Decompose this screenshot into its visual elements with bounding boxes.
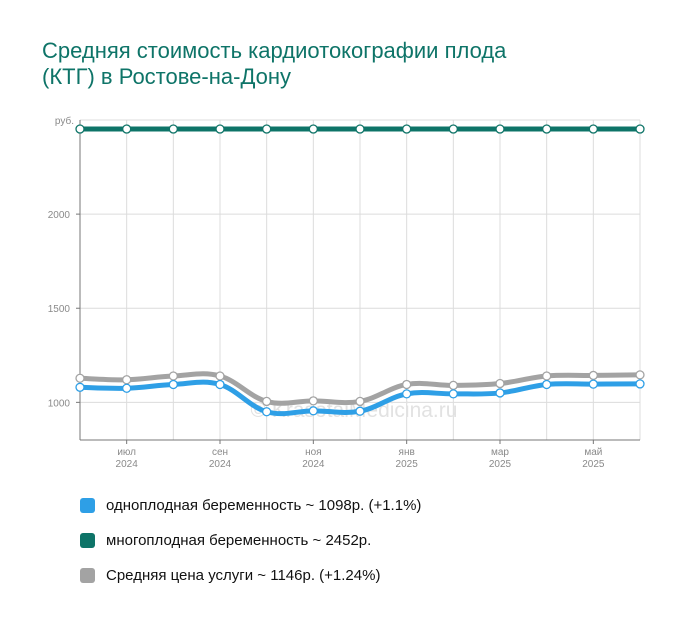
data-point (635, 370, 645, 380)
data-point (402, 379, 412, 390)
series-points (75, 124, 645, 417)
legend-item: многоплодная беременность ~ 2452р. (80, 523, 421, 558)
data-point (355, 124, 365, 134)
data-point (75, 124, 85, 134)
legend-label: многоплодная беременность ~ 2452р. (106, 532, 372, 549)
legend-item: Средняя цена услуги ~ 1146р. (+1.24%) (80, 558, 421, 593)
data-point (495, 388, 505, 398)
data-point (495, 124, 505, 134)
data-point (75, 382, 85, 392)
data-point (262, 396, 272, 407)
x-tick-label-year: 2024 (116, 459, 139, 470)
axes (76, 120, 640, 444)
data-point (635, 379, 645, 389)
y-tick-label: 1000 (48, 398, 71, 409)
x-tick-label-year: 2024 (209, 459, 232, 470)
x-tick-label-month: май (584, 447, 602, 458)
data-point (308, 124, 318, 134)
x-tick-label-month: июл (117, 447, 136, 458)
data-point (448, 380, 458, 391)
x-tick-label-year: 2025 (396, 459, 419, 470)
data-point (355, 396, 365, 407)
data-point (542, 124, 552, 134)
y-unit-label: руб. (55, 115, 74, 127)
data-point (308, 396, 318, 406)
y-tick-label: 1500 (48, 304, 71, 315)
data-point (168, 124, 178, 134)
legend-label: Средняя цена услуги ~ 1146р. (+1.24%) (106, 567, 381, 584)
legend: одноплодная беременность ~ 1098р. (+1.1%… (80, 488, 421, 593)
x-tick-label-month: ноя (305, 447, 322, 458)
data-point (495, 378, 505, 389)
chart-title-line-2: (КТГ) в Ростове-на-Дону (42, 64, 291, 89)
data-point (168, 379, 178, 390)
x-tick-label-year: 2025 (489, 459, 512, 470)
data-point (588, 124, 598, 134)
data-point (355, 406, 365, 416)
data-point (122, 124, 132, 134)
x-tick-label-year: 2025 (582, 459, 605, 470)
data-point (215, 379, 225, 390)
legend-swatch (80, 568, 95, 583)
x-tick-label-month: мар (491, 447, 509, 458)
data-point (635, 124, 645, 134)
data-point (262, 407, 272, 417)
data-point (262, 124, 272, 134)
data-point (168, 371, 178, 381)
legend-swatch (80, 498, 95, 513)
data-point (402, 389, 412, 399)
legend-swatch (80, 533, 95, 548)
data-point (122, 375, 132, 385)
x-tick-label-month: янв (399, 447, 415, 458)
chart-title-line-1: Средняя стоимость кардиотокографии плода (42, 38, 507, 63)
chart-title: Средняя стоимость кардиотокографии плода… (42, 38, 662, 90)
data-point (402, 124, 412, 134)
data-point (308, 406, 318, 416)
legend-label: одноплодная беременность ~ 1098р. (+1.1%… (106, 497, 422, 514)
data-point (75, 373, 85, 383)
data-point (542, 379, 552, 390)
grid (79, 119, 641, 440)
data-point (542, 371, 552, 381)
tick-labels: 100015002000руб.июл2024сен2024ноя2024янв… (48, 115, 605, 470)
data-point (122, 383, 132, 393)
data-point (215, 124, 225, 134)
x-tick-label-month: сен (212, 447, 228, 458)
data-point (215, 371, 225, 381)
y-tick-label: 2000 (48, 210, 71, 221)
data-point (588, 379, 598, 389)
data-point (448, 124, 458, 134)
data-point (448, 389, 458, 399)
legend-item: одноплодная беременность ~ 1098р. (+1.1%… (80, 488, 421, 523)
x-tick-label-year: 2024 (302, 459, 325, 470)
data-point (588, 370, 598, 381)
